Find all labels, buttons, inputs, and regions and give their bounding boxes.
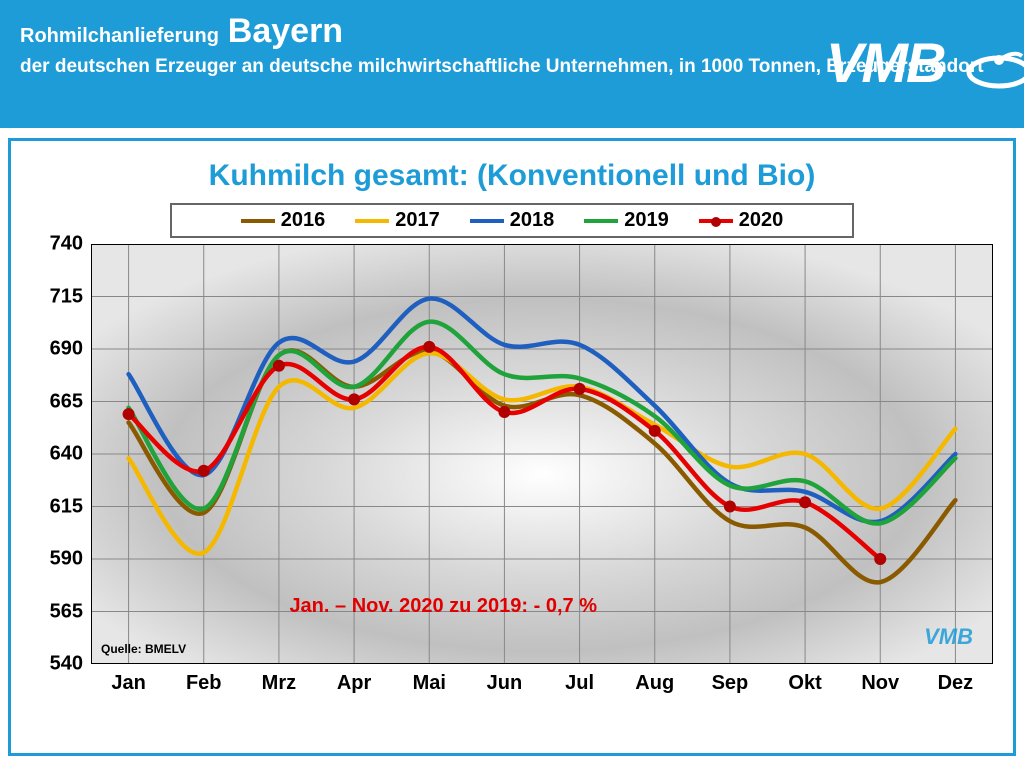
chart-panel: Kuhmilch gesamt: (Konventionell und Bio)… <box>8 138 1016 756</box>
y-tick-665: 665 <box>50 390 83 413</box>
vmb-logo: VMB <box>826 30 1024 95</box>
marker-2020 <box>123 408 135 420</box>
legend: 2016 2017 2018 2019 2020 <box>170 203 854 238</box>
y-tick-740: 740 <box>50 233 83 256</box>
x-tick-Jan: Jan <box>111 672 145 695</box>
y-tick-565: 565 <box>50 600 83 623</box>
marker-2020 <box>649 425 661 437</box>
marker-2020 <box>498 406 510 418</box>
marker-2020 <box>874 553 886 565</box>
watermark: VMB <box>924 624 973 650</box>
chart-title: Kuhmilch gesamt: (Konventionell und Bio) <box>11 141 1013 203</box>
legend-item-2018: 2018 <box>470 209 555 232</box>
x-tick-Jun: Jun <box>487 672 523 695</box>
marker-2020 <box>423 341 435 353</box>
marker-2020 <box>198 465 210 477</box>
marker-2020 <box>574 383 586 395</box>
title-region: Bayern <box>228 12 343 50</box>
y-tick-615: 615 <box>50 495 83 518</box>
x-tick-Mrz: Mrz <box>262 672 296 695</box>
x-tick-Feb: Feb <box>186 672 222 695</box>
annotation: Jan. – Nov. 2020 zu 2019: - 0,7 % <box>289 595 597 618</box>
y-tick-540: 540 <box>50 653 83 676</box>
x-tick-Mai: Mai <box>413 672 446 695</box>
legend-item-2017: 2017 <box>355 209 440 232</box>
y-tick-715: 715 <box>50 285 83 308</box>
marker-2020 <box>799 496 811 508</box>
legend-item-2020: 2020 <box>699 209 784 232</box>
x-tick-Aug: Aug <box>635 672 674 695</box>
y-tick-590: 590 <box>50 548 83 571</box>
marker-2020 <box>724 501 736 513</box>
x-tick-Jul: Jul <box>565 672 594 695</box>
x-tick-Sep: Sep <box>712 672 749 695</box>
legend-item-2016: 2016 <box>241 209 326 232</box>
y-tick-640: 640 <box>50 443 83 466</box>
source-label: Quelle: BMELV <box>101 642 186 656</box>
plot-area: Jan. – Nov. 2020 zu 2019: - 0,7 % Quelle… <box>91 244 993 664</box>
x-tick-Dez: Dez <box>938 672 974 695</box>
header: Rohmilchanlieferung Bayern der deutschen… <box>0 0 1024 128</box>
marker-2020 <box>348 393 360 405</box>
x-tick-Nov: Nov <box>861 672 899 695</box>
x-tick-Okt: Okt <box>788 672 821 695</box>
y-tick-690: 690 <box>50 338 83 361</box>
legend-item-2019: 2019 <box>584 209 669 232</box>
marker-2020 <box>273 360 285 372</box>
x-tick-Apr: Apr <box>337 672 371 695</box>
title-prefix: Rohmilchanlieferung <box>20 25 219 47</box>
